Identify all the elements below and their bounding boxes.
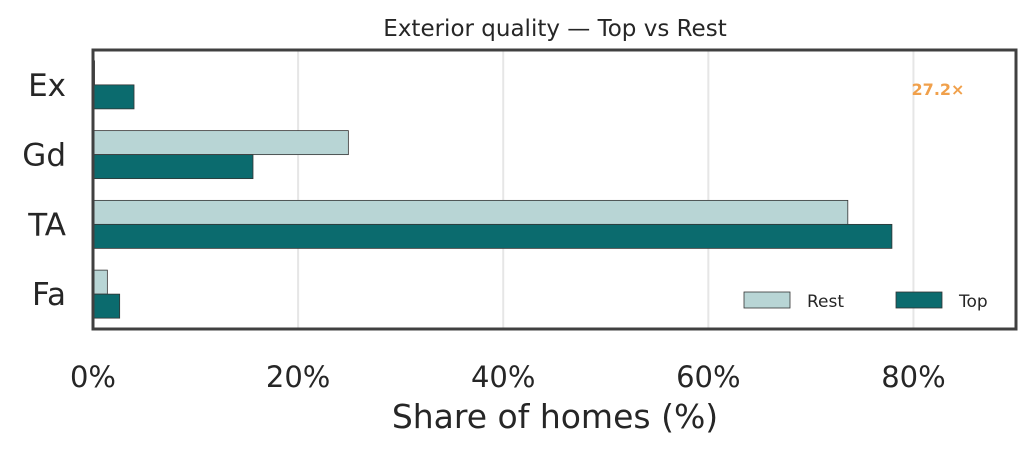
bar-top (92, 293, 121, 319)
bar-rest (92, 199, 849, 225)
ratio-annotation: 27.2× (912, 80, 965, 99)
bar-rest (92, 130, 349, 156)
category-label: TA (27, 207, 66, 243)
x-tick-label: 40% (471, 360, 535, 394)
category-label: Ex (28, 68, 66, 104)
legend-label-top: Top (958, 292, 988, 312)
x-tick-label: 20% (266, 360, 330, 394)
legend-label-rest: Rest (807, 292, 844, 312)
x-axis-ticks: 0% 20% 40% 60% 80% (70, 360, 946, 394)
bar-rest (92, 269, 108, 295)
bar-top (92, 154, 254, 180)
y-axis-labels: Ex Gd TA Fa (22, 68, 66, 313)
x-axis-label: Share of homes (%) (392, 397, 718, 436)
bar-top (92, 84, 135, 110)
grid (297, 50, 915, 329)
x-tick-label: 80% (881, 360, 945, 394)
legend-swatch-top (895, 291, 943, 309)
bars (92, 60, 893, 319)
plot-frame (91, 48, 1018, 331)
legend-swatch-rest (743, 291, 791, 309)
x-tick-label: 0% (70, 360, 116, 394)
legend: Rest Top (743, 291, 988, 312)
category-label: Fa (32, 277, 66, 313)
chart-title: Exterior quality — Top vs Rest (383, 16, 726, 42)
category-label: Gd (22, 138, 66, 174)
x-tick-label: 60% (676, 360, 740, 394)
bar-top (92, 223, 893, 249)
